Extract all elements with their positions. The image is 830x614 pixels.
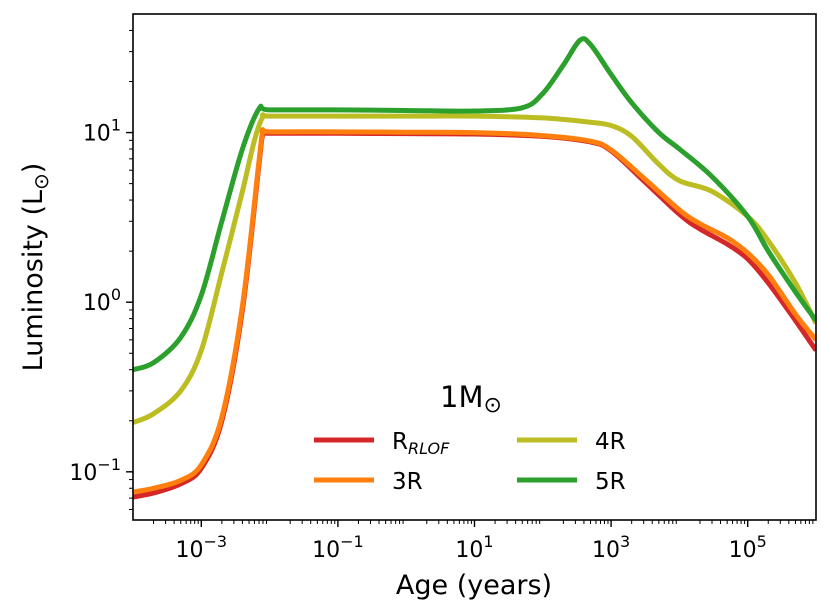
x-tick-label-exp: −3: [204, 532, 228, 551]
y-tick-label-exp: 1: [111, 116, 121, 135]
y-tick-label: 10−1: [69, 455, 121, 486]
y-axis-title: Luminosity (L⊙): [18, 163, 53, 372]
legend-title: 1M⊙: [440, 380, 502, 418]
series-line-rrlof: [133, 129, 816, 500]
y-axis-title-text: Luminosity (L: [18, 190, 49, 371]
plot-frame: [132, 13, 817, 521]
x-tick-label-base: 10: [455, 538, 483, 563]
y-tick-label: 100: [83, 285, 121, 316]
x-tick-label-exp: 5: [757, 532, 767, 551]
series-line-4r: [133, 112, 816, 425]
y-tick-label-base: 10: [83, 291, 111, 316]
y-tick-label-base: 10: [69, 461, 97, 486]
x-tick-label-exp: 1: [483, 532, 493, 551]
x-tick-label-base: 10: [312, 538, 340, 563]
series-line-5r: [133, 36, 816, 373]
series-line-3r: [133, 127, 816, 495]
y-tick-label: 101: [83, 116, 121, 147]
y-tick-label-exp: −1: [97, 455, 121, 474]
x-tick-label: 105: [729, 532, 767, 563]
legend-label-rrlof-main: R: [392, 429, 408, 455]
legend-label-5r: 5R: [595, 469, 626, 495]
legend-label-rrlof: RRLOF: [392, 429, 450, 458]
legend-label-rrlof-sub: RLOF: [408, 439, 450, 458]
legend-label-4r: 4R: [595, 429, 626, 455]
legend: 1M⊙ RRLOF 3R 4R 5R: [314, 380, 626, 495]
x-axis-title: Age (years): [396, 570, 552, 601]
x-tick-label-base: 10: [176, 538, 204, 563]
legend-title-symbol: ⊙: [484, 393, 502, 418]
x-tick-label: 10−3: [176, 532, 228, 563]
y-tick-label-exp: 0: [111, 285, 121, 304]
x-tick-label-base: 10: [729, 538, 757, 563]
legend-label-3r: 3R: [392, 469, 423, 495]
y-axis-title-symbol: ⊙: [29, 173, 53, 190]
x-tick-label: 10−1: [312, 532, 364, 563]
series-layer: [133, 36, 816, 500]
x-tick-label: 103: [592, 532, 630, 563]
legend-title-text: 1M: [440, 380, 483, 414]
x-tick-label-exp: −1: [340, 532, 364, 551]
x-tick-label: 101: [455, 532, 493, 563]
x-tick-label-base: 10: [592, 538, 620, 563]
y-axis-title-close: ): [18, 163, 49, 174]
y-tick-label-base: 10: [83, 122, 111, 147]
x-tick-label-exp: 3: [620, 532, 630, 551]
